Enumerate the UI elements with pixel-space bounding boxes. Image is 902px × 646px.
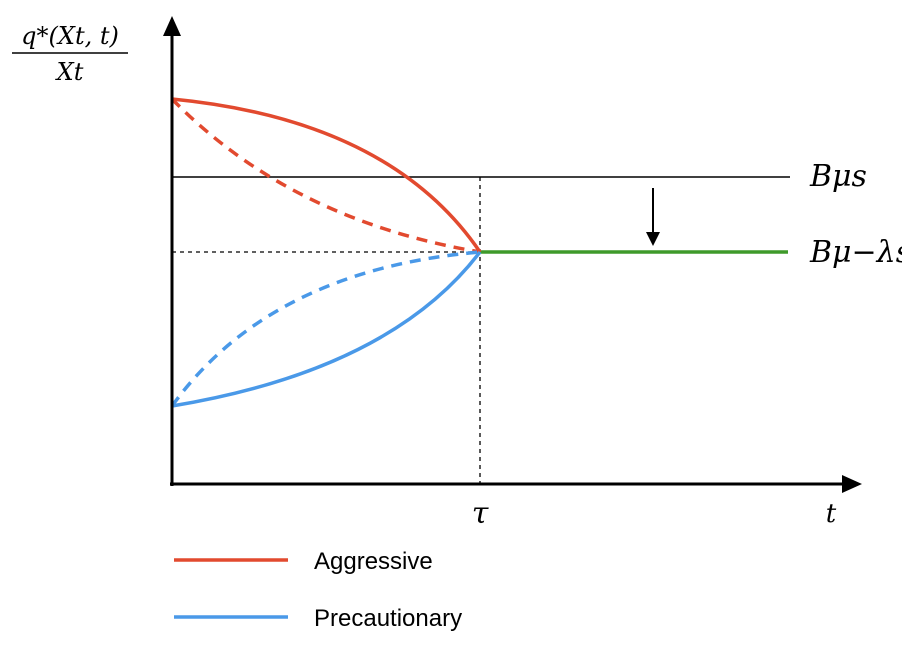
aggressive-dashed-curve xyxy=(170,97,481,254)
lower-level-label: Bμ−λs xyxy=(809,235,902,270)
y-axis-label-numerator: q*(Xt, t) xyxy=(21,22,119,50)
y-axis-label-denominator: Xt xyxy=(55,58,84,86)
aggressive-solid-curve xyxy=(171,97,482,253)
shift-arrow-head xyxy=(646,232,660,246)
legend-label-aggressive: Aggressive xyxy=(314,548,433,575)
tau-tick-label: τ xyxy=(472,496,489,531)
upper-level-label: Bμs xyxy=(809,159,867,194)
legend-label-precautionary: Precautionary xyxy=(314,605,462,632)
y-axis-arrowhead xyxy=(163,16,181,36)
precautionary-dashed-curve xyxy=(170,250,481,408)
x-axis-label: t xyxy=(826,499,837,529)
x-axis-arrowhead xyxy=(842,475,862,493)
legend: Aggressive Precautionary xyxy=(174,548,462,632)
precautionary-solid-curve xyxy=(171,250,482,408)
